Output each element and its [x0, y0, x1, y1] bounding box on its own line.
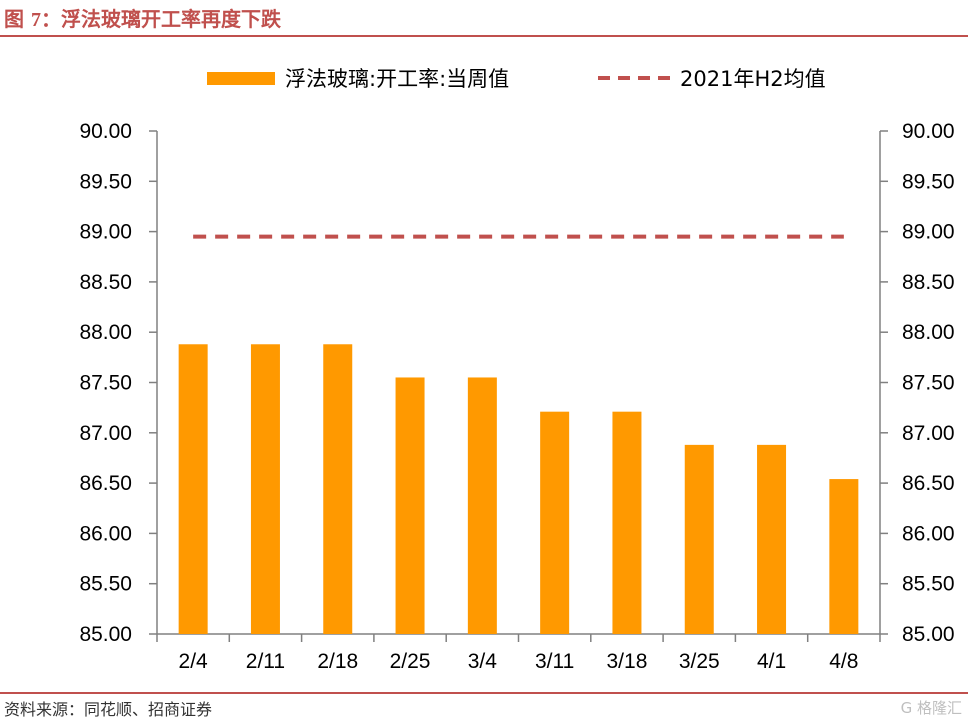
bar — [612, 411, 642, 634]
figure-title-prefix: 图 — [4, 7, 24, 31]
x-tick-label: 2/11 — [246, 650, 285, 673]
watermark-logo: G 格隆汇 — [900, 699, 962, 717]
bar-series — [178, 344, 859, 634]
bar — [395, 377, 425, 634]
x-tick-label: 4/1 — [757, 650, 786, 673]
y-tick-label-right: 87.50 — [902, 372, 955, 395]
chart-legend: 浮法玻璃:开工率:当周值 2021年H2均值 — [207, 67, 826, 91]
y-tick-label-left: 88.50 — [79, 271, 132, 294]
bar-chart: 浮法玻璃:开工率:当周值 2021年H2均值 2/4 2/11 2/18 2/25 3/… — [79, 67, 954, 673]
legend-label-bar: 浮法玻璃:开工率:当周值 — [285, 67, 509, 91]
x-tick-label: 3/11 — [535, 650, 574, 673]
x-tick-labels: 2/4 2/11 2/18 2/25 3/4 3/11 3/18 3/25 4/1 4/8 — [179, 650, 859, 673]
y-tick-label-left: 90.00 — [79, 120, 132, 143]
y-tick-label-left: 87.00 — [79, 422, 132, 445]
y-tick-label-left: 89.00 — [79, 221, 132, 244]
y-tick-label-left: 88.00 — [79, 321, 132, 344]
y-tick-label-left: 86.00 — [79, 522, 132, 545]
y-tick-label-right: 85.00 — [902, 623, 955, 646]
y-tick-label-left: 85.50 — [79, 573, 132, 596]
x-tick-label: 3/4 — [468, 650, 498, 673]
y-tick-label-right: 88.00 — [902, 321, 955, 344]
y-tick-label-right: 88.50 — [902, 271, 955, 294]
figure-title: 图 7：浮法玻璃开工率再度下跌 — [4, 3, 281, 33]
bar — [323, 344, 353, 634]
bar — [757, 444, 787, 634]
legend-swatch-bar — [207, 72, 275, 85]
x-tick-label: 2/18 — [317, 650, 358, 673]
source-divider — [0, 692, 968, 694]
y-tick-label-right: 87.00 — [902, 422, 955, 445]
y-tick-label-right: 89.00 — [902, 221, 955, 244]
y-tick-label-right: 86.00 — [902, 522, 955, 545]
source-note: 资料来源：同花顺、招商证券 — [4, 700, 213, 719]
figure-title-text: ：浮法玻璃开工率再度下跌 — [40, 7, 281, 31]
x-tick-label: 3/18 — [607, 650, 648, 673]
x-tick-label: 3/25 — [679, 650, 720, 673]
y-tick-label-right: 85.50 — [902, 573, 955, 596]
y-tick-label-left: 85.00 — [79, 623, 132, 646]
title-divider — [0, 35, 968, 37]
bar — [540, 411, 570, 634]
bar — [829, 479, 859, 634]
bar — [250, 344, 280, 634]
y-tick-label-right: 90.00 — [902, 120, 955, 143]
x-tick-label: 2/25 — [390, 650, 431, 673]
bar — [178, 344, 208, 634]
x-tick-label: 2/4 — [179, 650, 209, 673]
y-tick-label-left: 86.50 — [79, 472, 132, 495]
figure-title-number: 7 — [30, 9, 41, 31]
bar — [467, 377, 497, 634]
y-tick-label-left: 87.50 — [79, 372, 132, 395]
y-tick-label-right: 89.50 — [902, 170, 955, 193]
y-tick-labels: 85.00 85.00 85.50 85.50 86.00 86.00 86.50 86.50… — [79, 120, 954, 646]
x-tick-label: 4/8 — [829, 650, 858, 673]
y-tick-label-right: 86.50 — [902, 472, 955, 495]
legend-label-average-line: 2021年H2均值 — [680, 67, 826, 91]
bar — [684, 444, 714, 634]
y-tick-label-left: 89.50 — [79, 170, 132, 193]
